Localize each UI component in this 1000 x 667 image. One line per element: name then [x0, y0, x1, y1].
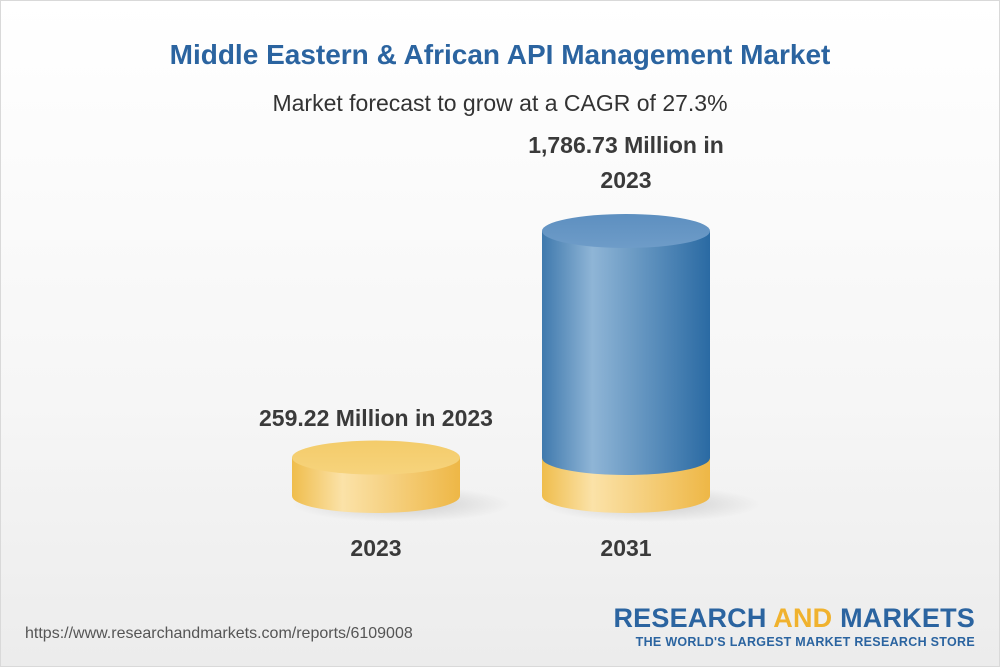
cylinder-2031-body	[542, 231, 710, 475]
data-label-2031-line2: 2023	[600, 167, 651, 193]
cylinder-2023	[291, 440, 511, 522]
category-label-2023: 2023	[350, 535, 401, 561]
brand-word-research: RESEARCH	[613, 603, 774, 633]
cylinder-2031	[541, 214, 761, 522]
chart-title: Middle Eastern & African API Management …	[169, 39, 831, 70]
data-label-2023: 259.22 Million in 2023	[259, 405, 493, 431]
brand-logo: RESEARCH AND MARKETS THE WORLD'S LARGEST…	[613, 603, 975, 649]
brand-tagline: THE WORLD'S LARGEST MARKET RESEARCH STOR…	[635, 635, 975, 649]
brand-word-markets: MARKETS	[832, 603, 975, 633]
category-label-2031: 2031	[600, 535, 651, 561]
brand-wordmark: RESEARCH AND MARKETS	[613, 603, 975, 634]
cylinder-2023-top	[292, 440, 460, 475]
brand-word-and: AND	[773, 603, 833, 633]
cylinder-2031-top	[542, 214, 710, 248]
chart-subtitle: Market forecast to grow at a CAGR of 27.…	[272, 90, 728, 116]
data-label-2031-line1: 1,786.73 Million in	[528, 132, 724, 158]
source-url: https://www.researchandmarkets.com/repor…	[25, 625, 413, 642]
